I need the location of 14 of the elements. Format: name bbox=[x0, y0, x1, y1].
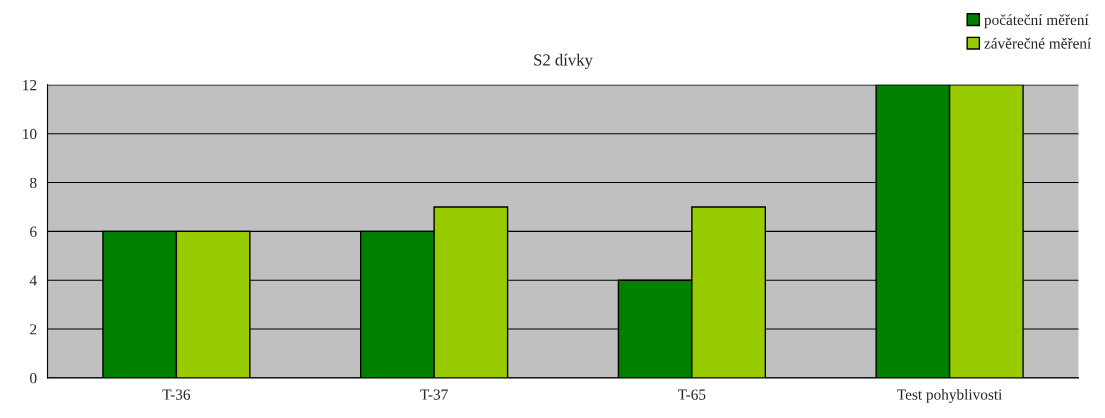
y-tick-label: 8 bbox=[30, 177, 37, 188]
x-tick-label: T-36 bbox=[162, 389, 191, 400]
y-tick-label: 12 bbox=[23, 80, 37, 91]
x-tick-label: T-65 bbox=[677, 389, 706, 400]
y-tick-label: 4 bbox=[29, 275, 37, 286]
y-tick-label: 10 bbox=[23, 128, 37, 140]
y-tick-label: 6 bbox=[30, 226, 37, 237]
x-tick-label: T-37 bbox=[420, 389, 448, 400]
x-tick-label: Test pohyblivosti bbox=[897, 388, 1003, 403]
legend-label: počáteční měření bbox=[984, 14, 1089, 29]
y-tick-label: 2 bbox=[30, 324, 37, 335]
legend-label: závěrečné měření bbox=[984, 37, 1092, 49]
y-tick-label: 0 bbox=[30, 373, 37, 384]
chart-title: S2 dívky bbox=[534, 53, 593, 70]
